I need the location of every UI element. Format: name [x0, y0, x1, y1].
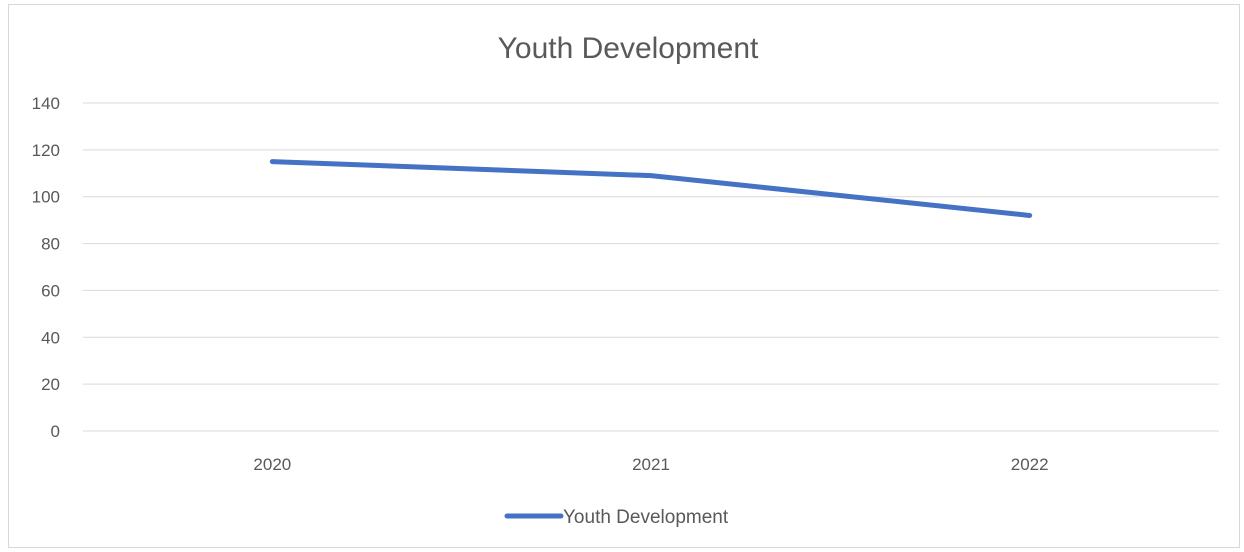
- y-tick-label: 60: [41, 281, 60, 300]
- chart-frame: [8, 4, 1240, 548]
- chart-title: Youth Development: [498, 32, 759, 65]
- legend: Youth Development: [504, 507, 729, 528]
- series-lines: [269, 159, 1033, 218]
- x-tick-label: 2021: [632, 455, 670, 474]
- y-axis-tick-labels: 0 20 40 60 80 100 120 140: [32, 94, 60, 441]
- gridlines: [83, 102, 1219, 432]
- y-tick-label: 0: [51, 422, 60, 441]
- x-tick-label: 2020: [253, 455, 291, 474]
- y-tick-label: 120: [32, 141, 60, 160]
- y-tick-label: 140: [32, 94, 60, 113]
- series-line: [269, 159, 1033, 218]
- y-tick-label: 80: [41, 235, 60, 254]
- y-tick-label: 100: [32, 188, 60, 207]
- x-axis-tick-labels: 2020 2021 2022: [253, 455, 1048, 474]
- y-tick-label: 40: [41, 328, 60, 347]
- y-tick-label: 20: [41, 375, 60, 394]
- legend-label: Youth Development: [563, 507, 729, 528]
- x-tick-label: 2022: [1011, 455, 1049, 474]
